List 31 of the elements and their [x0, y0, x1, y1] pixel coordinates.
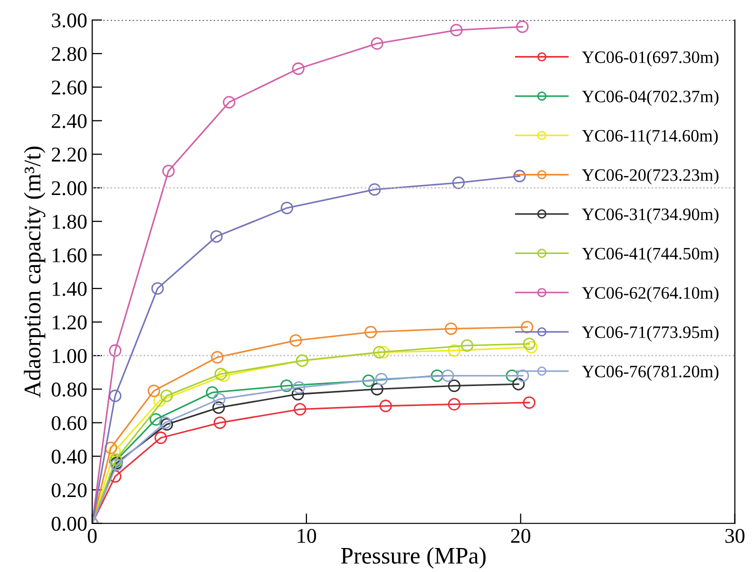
y-tick-label: 0.00: [52, 516, 87, 531]
legend-label: YC06-62(764.10m): [582, 286, 718, 302]
y-tick-label: 1.20: [52, 315, 87, 330]
y-tick-label: 1.40: [52, 282, 87, 296]
y-tick-label: 0.20: [52, 483, 87, 498]
legend-label: YC06-20(723.23m): [582, 168, 718, 184]
y-tick-label: 3.00: [52, 13, 87, 28]
y-tick-label: 2.20: [52, 148, 87, 162]
legend-label: YC06-41(744.50m): [582, 247, 718, 264]
y-tick-label: 2.80: [52, 46, 87, 62]
legend-label: YC06-04(702.37m): [582, 90, 718, 106]
x-tick-label: 0: [88, 528, 97, 543]
y-tick-label: 2.00: [52, 181, 87, 196]
y-tick-label: 0.80: [52, 382, 87, 397]
x-tick-label: 10: [298, 528, 316, 543]
legend-label: YC06-76(781.20m): [582, 365, 718, 381]
y-tick-label: 0.60: [52, 416, 87, 430]
y-tick-label: 1.60: [52, 248, 87, 262]
legend-label: YC06-31(734.90m): [582, 208, 718, 224]
y-tick-label: 1.00: [52, 348, 87, 364]
y-tick-label: 1.80: [52, 214, 87, 229]
y-tick-label: 0.40: [52, 450, 87, 464]
y-tick-label: 2.40: [52, 114, 87, 128]
legend-label: YC06-11(714.60m): [582, 129, 718, 146]
y-axis-title: Adaorption capacity (m³/t): [24, 146, 46, 398]
legend-label: YC06-01(697.30m): [582, 50, 718, 67]
y-tick-label: 2.60: [52, 80, 87, 95]
x-axis-title: Pressure (MPa): [341, 547, 486, 569]
legend-label: YC06-71(773.95m): [582, 326, 718, 342]
x-tick-label: 30: [725, 528, 744, 543]
x-tick-label: 20: [511, 528, 530, 543]
